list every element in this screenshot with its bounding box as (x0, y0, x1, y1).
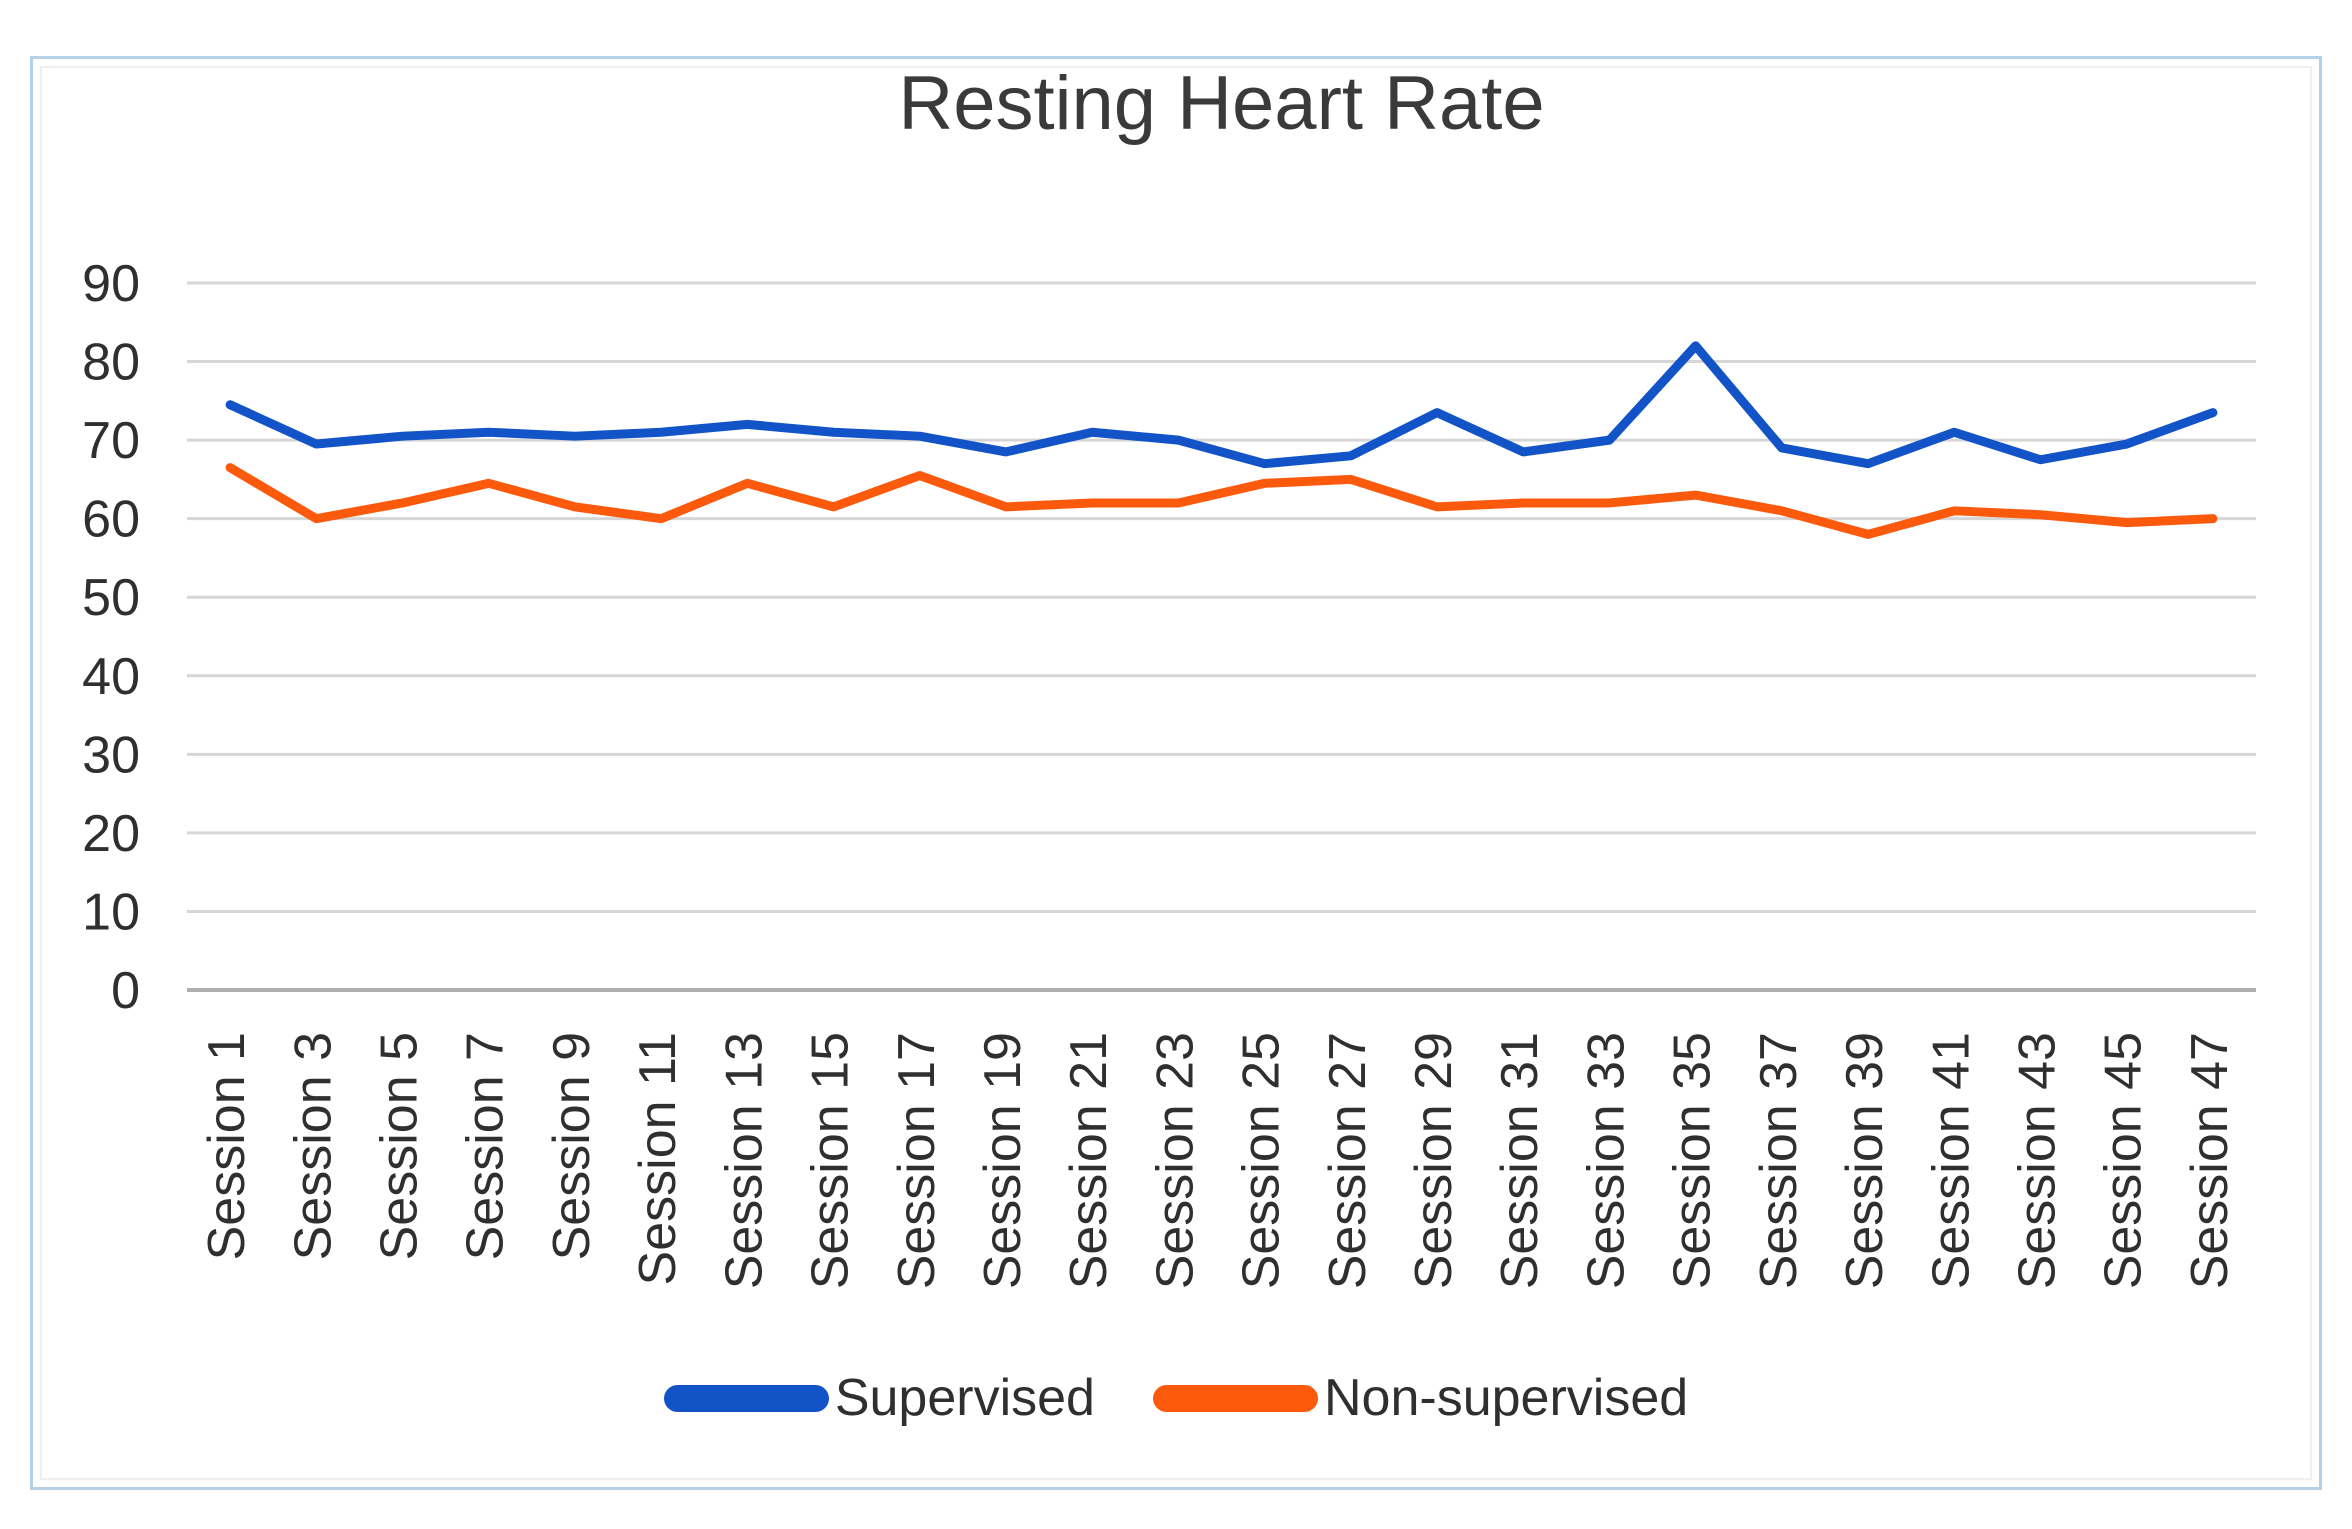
legend-item-non-supervised: Non-supervised (1152, 1368, 1689, 1428)
x-tick-label-19: Session 37 (1750, 1032, 1808, 1289)
x-tick-label-20: Session 39 (1836, 1032, 1894, 1289)
x-tick-label-18: Session 35 (1664, 1032, 1722, 1289)
x-tick-label-21: Session 41 (1922, 1032, 1980, 1289)
y-tick-label-70: 70 (82, 412, 140, 470)
x-tick-label-5: Session 9 (543, 1032, 601, 1260)
y-tick-label-20: 20 (82, 805, 140, 863)
y-tick-label-60: 60 (82, 491, 140, 549)
x-tick-label-12: Session 23 (1146, 1032, 1204, 1289)
x-tick-label-10: Session 19 (974, 1032, 1032, 1289)
x-tick-label-11: Session 21 (1060, 1032, 1118, 1289)
x-tick-label-17: Session 33 (1577, 1032, 1635, 1289)
x-tick-label-7: Session 13 (715, 1032, 773, 1289)
x-tick-label-6: Session 11 (629, 1032, 687, 1285)
chart-title: Resting Heart Rate (898, 61, 1545, 146)
non-supervised-line-swatch-icon (1152, 1384, 1318, 1412)
x-tick-label-9: Session 17 (888, 1032, 946, 1289)
x-tick-label-22: Session 43 (2008, 1032, 2066, 1289)
x-tick-label-3: Session 5 (371, 1032, 429, 1260)
x-tick-label-8: Session 15 (802, 1032, 860, 1289)
y-tick-label-10: 10 (82, 883, 140, 941)
y-tick-label-0: 0 (111, 962, 140, 1020)
y-tick-label-40: 40 (82, 648, 140, 706)
y-tick-label-30: 30 (82, 726, 140, 784)
legend: Supervised Non-supervised (0, 1368, 2352, 1428)
y-tick-label-80: 80 (82, 334, 140, 392)
x-tick-label-15: Session 29 (1405, 1032, 1463, 1289)
x-tick-label-16: Session 31 (1491, 1032, 1549, 1289)
y-tick-label-50: 50 (82, 569, 140, 627)
x-tick-label-14: Session 27 (1319, 1032, 1377, 1289)
x-tick-label-1: Session 1 (198, 1032, 256, 1260)
x-tick-label-23: Session 45 (2095, 1032, 2153, 1289)
legend-label-supervised: Supervised (834, 1369, 1095, 1427)
x-tick-label-24: Session 47 (2181, 1032, 2239, 1289)
supervised-line-swatch-icon (663, 1384, 829, 1412)
x-tick-label-2: Session 3 (284, 1032, 342, 1260)
legend-item-supervised: Supervised (663, 1368, 1095, 1428)
x-tick-label-4: Session 7 (457, 1032, 515, 1260)
series-line-non-supervised (225, 463, 2218, 539)
legend-label-non-supervised: Non-supervised (1323, 1369, 1689, 1427)
y-tick-label-90: 90 (82, 255, 140, 313)
chart-inner-frame (40, 66, 2312, 1480)
series-line-supervised (225, 341, 2218, 469)
x-tick-label-13: Session 25 (1233, 1032, 1291, 1289)
